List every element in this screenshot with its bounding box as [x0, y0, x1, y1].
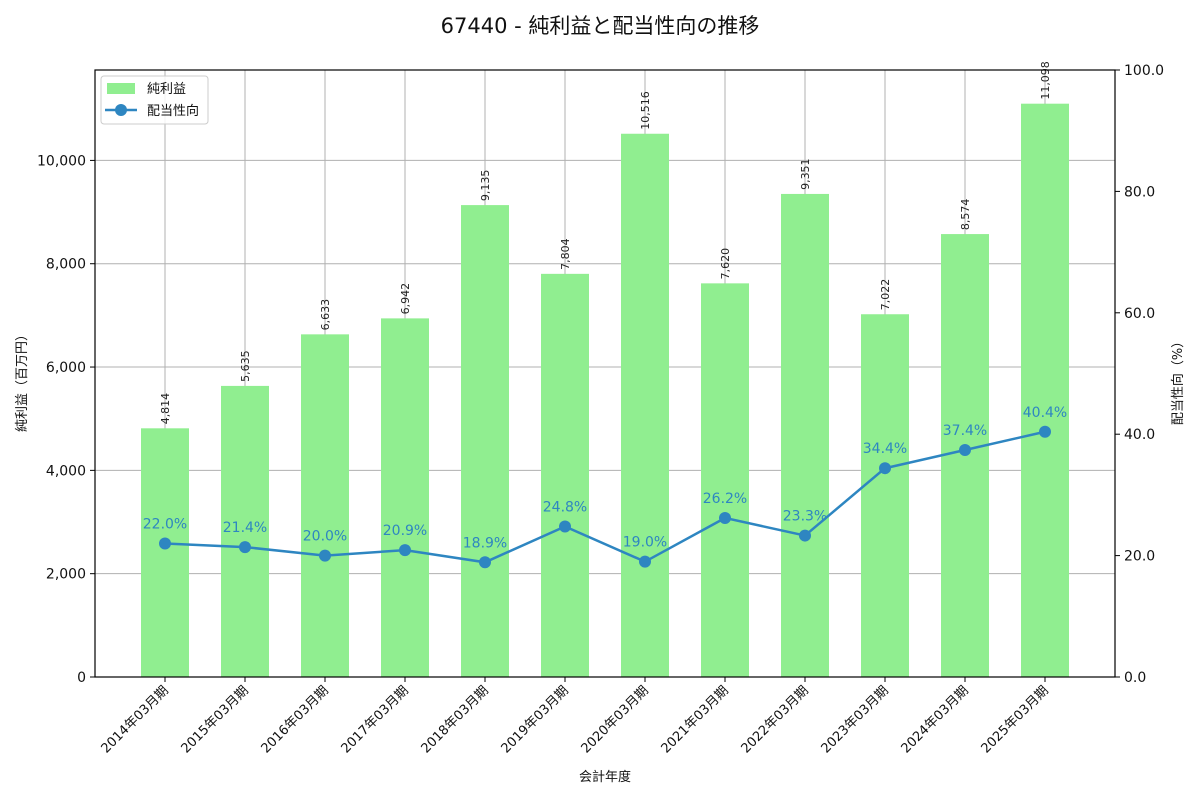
bar-value-label: 7,620	[719, 248, 732, 280]
payout-ratio-marker	[239, 541, 251, 554]
payout-ratio-label: 20.9%	[383, 523, 427, 539]
payout-ratio-label: 37.4%	[943, 423, 987, 439]
payout-ratio-label: 21.4%	[223, 520, 267, 536]
x-axis-tick-label: 2025年03月期	[979, 683, 1052, 756]
bar-value-label: 4,814	[159, 393, 172, 425]
left-axis-tick-label: 8,000	[46, 257, 86, 273]
x-axis-tick-label: 2018年03月期	[419, 683, 492, 756]
payout-ratio-marker	[319, 549, 331, 562]
x-axis-label: 会計年度	[579, 769, 631, 785]
right-y-axis: 0.0 20.0 40.0 60.0 80.0 100.0	[1115, 63, 1164, 686]
left-y-axis-label: 純利益（百万円）	[15, 328, 30, 432]
bar-value-label: 11,098	[1039, 61, 1052, 100]
payout-ratio-marker	[639, 555, 651, 568]
right-y-axis-label: 配当性向（%）	[1170, 335, 1186, 425]
bar-series-net-income	[141, 103, 1069, 678]
bar	[141, 428, 189, 677]
left-axis-tick-label: 4,000	[46, 463, 86, 479]
payout-ratio-line	[164, 430, 1046, 564]
bar	[221, 385, 269, 677]
x-axis-tick-label: 2021年03月期	[659, 683, 732, 756]
chart-title: 67440 - 純利益と配当性向の推移	[441, 14, 760, 38]
x-axis-tick-label: 2023年03月期	[819, 683, 892, 756]
right-axis-tick-label: 80.0	[1124, 184, 1155, 200]
legend-line-marker	[115, 104, 127, 116]
bar	[301, 334, 349, 677]
bar	[461, 205, 509, 677]
x-axis-tick-label: 2014年03月期	[99, 683, 172, 756]
bar	[1021, 103, 1069, 677]
left-axis-tick-label: 2,000	[46, 567, 86, 583]
bar-value-label: 8,574	[959, 199, 972, 231]
bar	[861, 314, 909, 677]
x-axis-tick-label: 2015年03月期	[179, 683, 252, 756]
line-value-labels: 22.0% 21.4% 20.0% 20.9% 18.9% 24.8% 19.0% 26.2%…	[143, 405, 1067, 552]
payout-ratio-marker	[879, 462, 891, 475]
left-axis-tick-label: 0	[77, 670, 86, 686]
payout-ratio-marker	[479, 556, 491, 569]
payout-ratio-label: 18.9%	[463, 535, 507, 551]
x-axis-tick-label: 2022年03月期	[739, 683, 812, 756]
bar	[541, 273, 589, 677]
left-y-axis: 0 2,000 4,000 6,000 8,000 10,000	[37, 153, 95, 686]
x-axis-tick-label: 2019年03月期	[499, 683, 572, 756]
bar	[781, 193, 829, 677]
plot-frame	[94, 69, 1116, 678]
bar-value-label: 9,135	[479, 170, 492, 202]
x-axis-tick-label: 2020年03月期	[579, 683, 652, 756]
payout-ratio-marker	[959, 443, 971, 456]
payout-ratio-label: 23.3%	[783, 509, 827, 525]
payout-ratio-label: 22.0%	[143, 516, 187, 532]
bar-value-label: 6,942	[399, 283, 412, 315]
payout-ratio-label: 26.2%	[703, 491, 747, 507]
bar-value-labels: 4,814 5,635 6,633 6,942 9,135 7,804 10,516 7,62…	[159, 61, 1052, 424]
legend-label-net-income: 純利益	[147, 82, 186, 97]
x-axis-tick-label: 2016年03月期	[259, 683, 332, 756]
legend-label-payout-ratio: 配当性向	[147, 103, 199, 119]
payout-ratio-label: 19.0%	[623, 535, 667, 551]
legend: 純利益 配当性向	[100, 75, 209, 125]
payout-ratio-marker	[799, 529, 811, 542]
payout-ratio-label: 20.0%	[303, 529, 347, 545]
x-axis: 2014年03月期 2015年03月期 2016年03月期 2017年03月期 2018…	[99, 677, 1052, 757]
bar	[621, 133, 669, 677]
payout-ratio-label: 40.4%	[1023, 405, 1067, 421]
payout-ratio-marker	[399, 544, 411, 557]
right-axis-tick-label: 100.0	[1124, 63, 1164, 79]
bar-value-label: 7,022	[879, 279, 892, 311]
legend-bar-swatch	[107, 83, 135, 94]
payout-ratio-label: 34.4%	[863, 441, 907, 457]
x-axis-tick-label: 2024年03月期	[899, 683, 972, 756]
left-axis-tick-label: 6,000	[46, 360, 86, 376]
right-axis-tick-label: 60.0	[1124, 306, 1155, 322]
bar-value-label: 5,635	[239, 350, 252, 382]
bar-value-label: 7,804	[559, 238, 572, 270]
left-axis-tick-label: 10,000	[37, 153, 86, 169]
payout-ratio-marker	[159, 537, 171, 550]
bar-value-label: 9,351	[799, 158, 812, 190]
bar-value-label: 10,516	[639, 91, 652, 130]
bar-value-label: 6,633	[319, 299, 332, 331]
bar	[701, 283, 749, 677]
line-series-payout-ratio	[159, 425, 1051, 569]
payout-ratio-marker	[559, 520, 571, 533]
bar	[381, 318, 429, 677]
payout-ratio-marker	[719, 511, 731, 524]
right-axis-tick-label: 40.0	[1124, 427, 1155, 443]
payout-ratio-label: 24.8%	[543, 499, 587, 515]
x-axis-tick-label: 2017年03月期	[339, 683, 412, 756]
right-axis-tick-label: 20.0	[1124, 549, 1155, 565]
right-axis-tick-label: 0.0	[1124, 670, 1146, 686]
payout-ratio-marker	[1039, 425, 1051, 438]
